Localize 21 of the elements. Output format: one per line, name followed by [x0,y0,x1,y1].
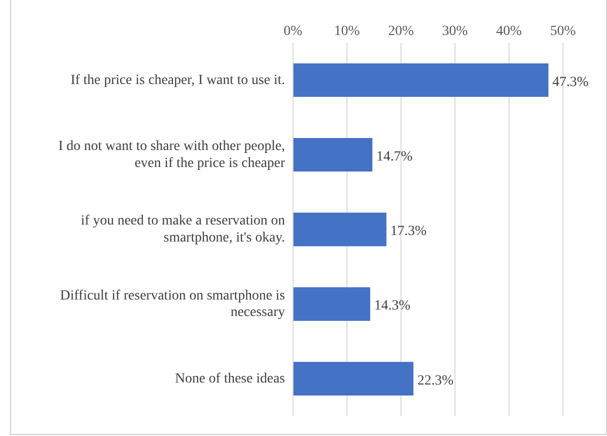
bar [294,362,414,396]
bar [294,63,548,97]
x-tick-label: 20% [388,24,414,40]
bar [294,212,386,246]
data-label: 22.3% [417,373,454,388]
data-label: 14.7% [376,149,413,164]
data-label: 47.3% [552,74,589,90]
x-tick-label: 40% [496,24,522,40]
x-tick-label: 0% [284,24,303,40]
bar [294,138,372,172]
x-tick-label: 10% [334,24,360,40]
y-tick-label: I do not want to share with other people, even if the price is cheaper [58,139,286,171]
data-label: 17.3% [390,224,427,240]
data-label: 14.3% [374,298,411,314]
y-tick-label: If the price is cheaper, I want to use it. [70,72,285,88]
y-tick-label: Difficult if reservation on smartphone is necessary [60,288,285,320]
y-tick-label: None of these ideas [174,371,285,386]
bar [294,287,370,321]
x-tick-label: 50% [550,24,576,40]
y-tick-label: if you need to make a reservation on smartphone, it's okay. [80,214,285,246]
x-tick-label: 30% [442,24,468,40]
